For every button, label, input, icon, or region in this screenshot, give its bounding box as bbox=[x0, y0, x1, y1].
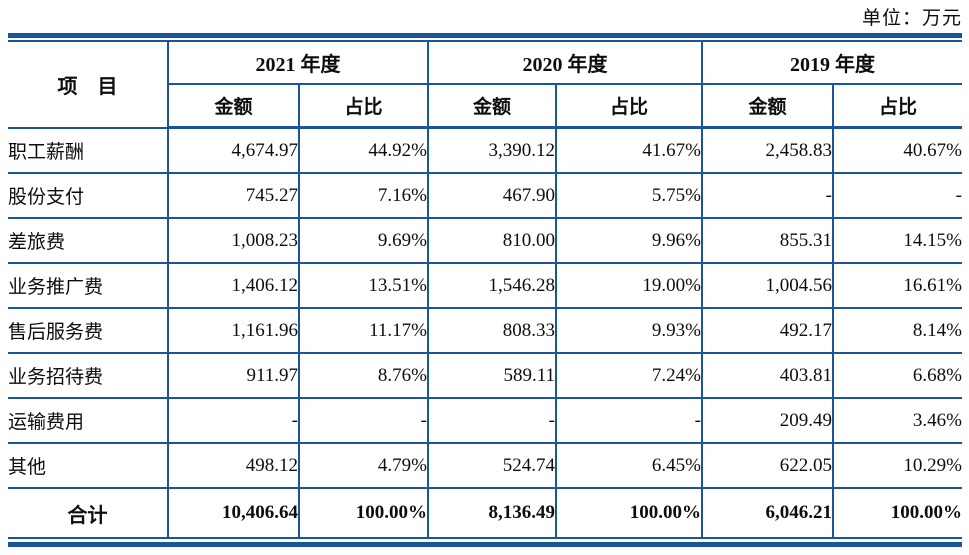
ratio-cell: 8.14% bbox=[832, 307, 962, 354]
amount-cell: 1,008.23 bbox=[167, 217, 300, 264]
ratio-cell: 7.24% bbox=[555, 352, 703, 399]
ratio-cell: 44.92% bbox=[298, 126, 429, 174]
year-header-2020: 2020 年度 bbox=[427, 40, 703, 85]
total-row: 合计 10,406.64 100.00% 8,136.49 100.00% 6,… bbox=[8, 487, 962, 539]
total-label: 合计 bbox=[8, 487, 169, 539]
row-item-label: 运输费用 bbox=[8, 397, 169, 444]
year-header-row: 项 目 2021 年度 2020 年度 2019 年度 bbox=[8, 40, 962, 129]
total-amount-cell: 10,406.64 bbox=[167, 487, 300, 539]
amount-cell: 622.05 bbox=[701, 442, 834, 489]
ratio-cell: 14.15% bbox=[832, 217, 962, 264]
amount-cell: 498.12 bbox=[167, 442, 300, 489]
amount-cell: 855.31 bbox=[701, 217, 834, 264]
total-amount-cell: 8,136.49 bbox=[427, 487, 557, 539]
row-item-label: 职工薪酬 bbox=[8, 126, 169, 174]
table-top-rule bbox=[8, 33, 962, 38]
amount-cell: 808.33 bbox=[427, 307, 557, 354]
table-row: 售后服务费 1,161.96 11.17% 808.33 9.93% 492.1… bbox=[8, 307, 962, 354]
amount-cell: 2,458.83 bbox=[701, 126, 834, 174]
table-row: 职工薪酬 4,674.97 44.92% 3,390.12 41.67% 2,4… bbox=[8, 126, 962, 174]
ratio-cell: 13.51% bbox=[298, 262, 429, 309]
ratio-cell: 19.00% bbox=[555, 262, 703, 309]
amount-cell: - bbox=[427, 397, 557, 444]
amount-cell: 492.17 bbox=[701, 307, 834, 354]
table-row: 股份支付 745.27 7.16% 467.90 5.75% - - bbox=[8, 172, 962, 219]
unit-label: 单位：万元 bbox=[861, 8, 962, 29]
amount-cell: 911.97 bbox=[167, 352, 300, 399]
amount-cell: 3,390.12 bbox=[427, 126, 557, 174]
ratio-cell: 7.16% bbox=[298, 172, 429, 219]
amount-cell: 467.90 bbox=[427, 172, 557, 219]
amount-header-2019: 金额 bbox=[701, 83, 834, 129]
year-header-2021: 2021 年度 bbox=[167, 40, 429, 85]
row-item-label: 业务推广费 bbox=[8, 262, 169, 309]
ratio-header-2019: 占比 bbox=[832, 83, 962, 129]
ratio-cell: - bbox=[555, 397, 703, 444]
table-row: 业务推广费 1,406.12 13.51% 1,546.28 19.00% 1,… bbox=[8, 262, 962, 309]
ratio-cell: 16.61% bbox=[832, 262, 962, 309]
ratio-cell: 11.17% bbox=[298, 307, 429, 354]
amount-cell: 810.00 bbox=[427, 217, 557, 264]
table-row: 运输费用 - - - - 209.49 3.46% bbox=[8, 397, 962, 444]
ratio-cell: 6.68% bbox=[832, 352, 962, 399]
amount-header-2020: 金额 bbox=[427, 83, 557, 129]
ratio-header-2021: 占比 bbox=[298, 83, 429, 129]
amount-cell: 745.27 bbox=[167, 172, 300, 219]
table-bottom-rule bbox=[8, 542, 962, 547]
expenses-table: 项 目 2021 年度 2020 年度 2019 年度 金额 占比 金额 占比 … bbox=[8, 40, 962, 539]
row-item-label: 业务招待费 bbox=[8, 352, 169, 399]
ratio-cell: - bbox=[832, 172, 962, 219]
amount-cell: 1,406.12 bbox=[167, 262, 300, 309]
table-row: 其他 498.12 4.79% 524.74 6.45% 622.05 10.2… bbox=[8, 442, 962, 489]
amount-cell: - bbox=[167, 397, 300, 444]
ratio-cell: 5.75% bbox=[555, 172, 703, 219]
ratio-cell: 40.67% bbox=[832, 126, 962, 174]
ratio-cell: 10.29% bbox=[832, 442, 962, 489]
amount-cell: 1,161.96 bbox=[167, 307, 300, 354]
table-row: 业务招待费 911.97 8.76% 589.11 7.24% 403.81 6… bbox=[8, 352, 962, 399]
ratio-cell: 8.76% bbox=[298, 352, 429, 399]
ratio-cell: 6.45% bbox=[555, 442, 703, 489]
amount-header-2021: 金额 bbox=[168, 83, 300, 129]
amount-cell: - bbox=[701, 172, 834, 219]
amount-cell: 209.49 bbox=[701, 397, 834, 444]
amount-cell: 589.11 bbox=[427, 352, 557, 399]
total-amount-cell: 6,046.21 bbox=[701, 487, 834, 539]
item-header-cell: 项 目 bbox=[8, 40, 169, 129]
ratio-cell: 41.67% bbox=[555, 126, 703, 174]
ratio-header-2020: 占比 bbox=[555, 83, 703, 129]
row-item-label: 售后服务费 bbox=[8, 307, 169, 354]
ratio-cell: - bbox=[298, 397, 429, 444]
amount-cell: 1,004.56 bbox=[701, 262, 834, 309]
row-item-label: 股份支付 bbox=[8, 172, 169, 219]
amount-cell: 4,674.97 bbox=[167, 126, 300, 174]
amount-cell: 1,546.28 bbox=[427, 262, 557, 309]
ratio-cell: 9.69% bbox=[298, 217, 429, 264]
amount-cell: 524.74 bbox=[427, 442, 557, 489]
total-ratio-cell: 100.00% bbox=[555, 487, 703, 539]
row-item-label: 其他 bbox=[8, 442, 169, 489]
ratio-cell: 9.93% bbox=[555, 307, 703, 354]
total-ratio-cell: 100.00% bbox=[832, 487, 962, 539]
total-ratio-cell: 100.00% bbox=[298, 487, 429, 539]
expenses-table-container: 项 目 2021 年度 2020 年度 2019 年度 金额 占比 金额 占比 … bbox=[8, 33, 962, 547]
table-row: 差旅费 1,008.23 9.69% 810.00 9.96% 855.31 1… bbox=[8, 217, 962, 264]
year-header-2019: 2019 年度 bbox=[701, 40, 962, 85]
row-item-label: 差旅费 bbox=[8, 217, 169, 264]
ratio-cell: 4.79% bbox=[298, 442, 429, 489]
ratio-cell: 9.96% bbox=[555, 217, 703, 264]
sub-header-row: 金额 占比 金额 占比 金额 占比 bbox=[8, 83, 962, 129]
amount-cell: 403.81 bbox=[701, 352, 834, 399]
ratio-cell: 3.46% bbox=[832, 397, 962, 444]
